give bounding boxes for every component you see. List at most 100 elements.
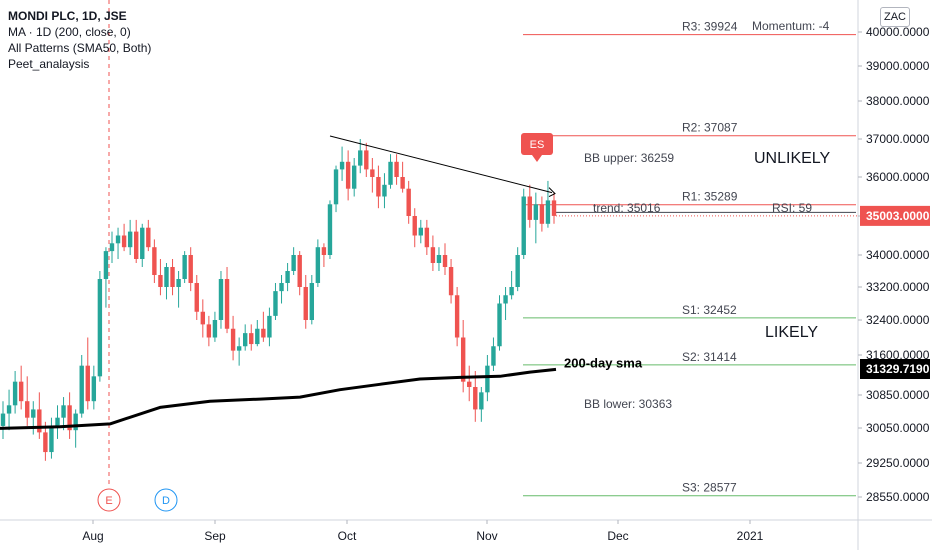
candle-body (206, 324, 212, 338)
ma-study-label[interactable]: MA · 1D (200, close, 0) (8, 25, 131, 39)
currency-badge[interactable]: ZAC (880, 7, 910, 27)
time-tick-label: Sep (204, 529, 226, 543)
candle-body (236, 346, 242, 351)
candle-body (115, 235, 121, 244)
candle-body (351, 165, 357, 189)
candle-body (121, 235, 127, 248)
es-flag-box (521, 133, 553, 155)
candle-body (158, 275, 163, 287)
time-tick-label: Nov (476, 529, 497, 543)
trendline-arrowhead (548, 187, 556, 198)
custom-study-label[interactable]: Peet_analaysis (8, 57, 90, 71)
candle-body (406, 188, 411, 216)
level-label: S3: 28577 (682, 481, 737, 495)
candle-body (242, 333, 248, 347)
candle-body (273, 291, 278, 316)
candle-body (327, 204, 333, 255)
candle-body (212, 320, 218, 338)
price-tick-label: 37000.0000 (866, 132, 930, 146)
candle-body (345, 161, 351, 189)
level-label: S1: 32452 (682, 303, 737, 317)
sma-value-tag (860, 359, 930, 379)
candle-body (303, 287, 308, 320)
level-label: R2: 37087 (682, 121, 738, 135)
candle-body (200, 311, 206, 325)
candle-body (285, 271, 290, 283)
candle-body (436, 255, 442, 263)
candle-body (521, 196, 526, 255)
candle-body (479, 392, 484, 410)
patterns-study-label[interactable]: All Patterns (SMA50, Both) (8, 41, 152, 55)
sma-value-text: 31329.7190 (866, 362, 930, 376)
candle-body (358, 150, 363, 166)
candle-body (339, 161, 345, 170)
es-flag-pointer (532, 155, 542, 162)
candle-body (261, 328, 266, 338)
candle-body (418, 227, 423, 236)
price-tick-label: 39000.0000 (866, 59, 930, 73)
candle-body (460, 337, 466, 382)
candle-body (503, 295, 508, 304)
level-label: S2: 31414 (682, 350, 737, 364)
candle-body (109, 243, 115, 252)
candle-body (364, 150, 369, 170)
symbol-title[interactable]: MONDI PLC, 1D, JSE (8, 9, 127, 23)
candle-body (509, 287, 514, 296)
last-price-text: 35003.0000 (866, 209, 930, 223)
candle-body (533, 204, 539, 220)
level-label: R3: 39924 (682, 20, 738, 34)
candle-body (146, 227, 151, 248)
price-tick-label: 30050.0000 (866, 421, 930, 435)
candle-body (454, 295, 460, 338)
candle-body (267, 315, 272, 338)
candle-body (218, 279, 224, 320)
candle-body (394, 161, 399, 177)
candle-body (91, 376, 97, 402)
dividend-event-icon (154, 488, 178, 512)
momentum-label: Momentum: -4 (752, 19, 830, 33)
candle-body (388, 161, 393, 185)
candle-body (370, 169, 375, 177)
price-tick-label: 40000.0000 (866, 25, 930, 39)
candle-body (73, 413, 78, 431)
candle-body (12, 381, 18, 406)
candle-body (85, 365, 90, 402)
descending-trendline (329, 135, 553, 194)
candle-body (37, 409, 42, 433)
candle-body (18, 381, 24, 402)
unlikely-label: UNLIKELY (754, 150, 831, 167)
candle-body (515, 255, 520, 287)
candle-body (67, 405, 72, 431)
candle-body (309, 283, 315, 320)
price-tick-label: 33200.0000 (866, 280, 930, 294)
candle-body (134, 231, 139, 259)
price-tick-label: 28550.0000 (866, 490, 930, 504)
level-label: R1: 35289 (682, 190, 738, 204)
candle-body (97, 279, 103, 377)
candle-body (6, 405, 12, 414)
price-tick-label: 38000.0000 (866, 94, 930, 108)
candle-body (25, 401, 30, 418)
earnings-event-letter: E (105, 495, 112, 507)
candle-body (152, 247, 157, 275)
price-tick-label: 31600.0000 (866, 348, 930, 362)
candle-body (170, 267, 175, 287)
candle-body (424, 227, 430, 248)
candle-body (176, 279, 181, 287)
last-price-tag (860, 205, 930, 226)
candle-body (61, 405, 66, 418)
candle-body (291, 255, 296, 271)
candle-body (412, 216, 417, 236)
candle-body (140, 227, 145, 259)
candle-body (551, 200, 557, 216)
pivot-levels: R3: 39924 R2: 37087 R1: 35289 S1: 32452 S2: … (523, 20, 856, 497)
candle-body (230, 328, 236, 351)
dividend-event-letter: D (162, 495, 170, 507)
candle-body (333, 169, 339, 205)
candle-body (497, 303, 502, 347)
candle-body (188, 255, 193, 283)
candle-body (473, 387, 478, 410)
trend-label: trend: 35016 (593, 201, 661, 215)
